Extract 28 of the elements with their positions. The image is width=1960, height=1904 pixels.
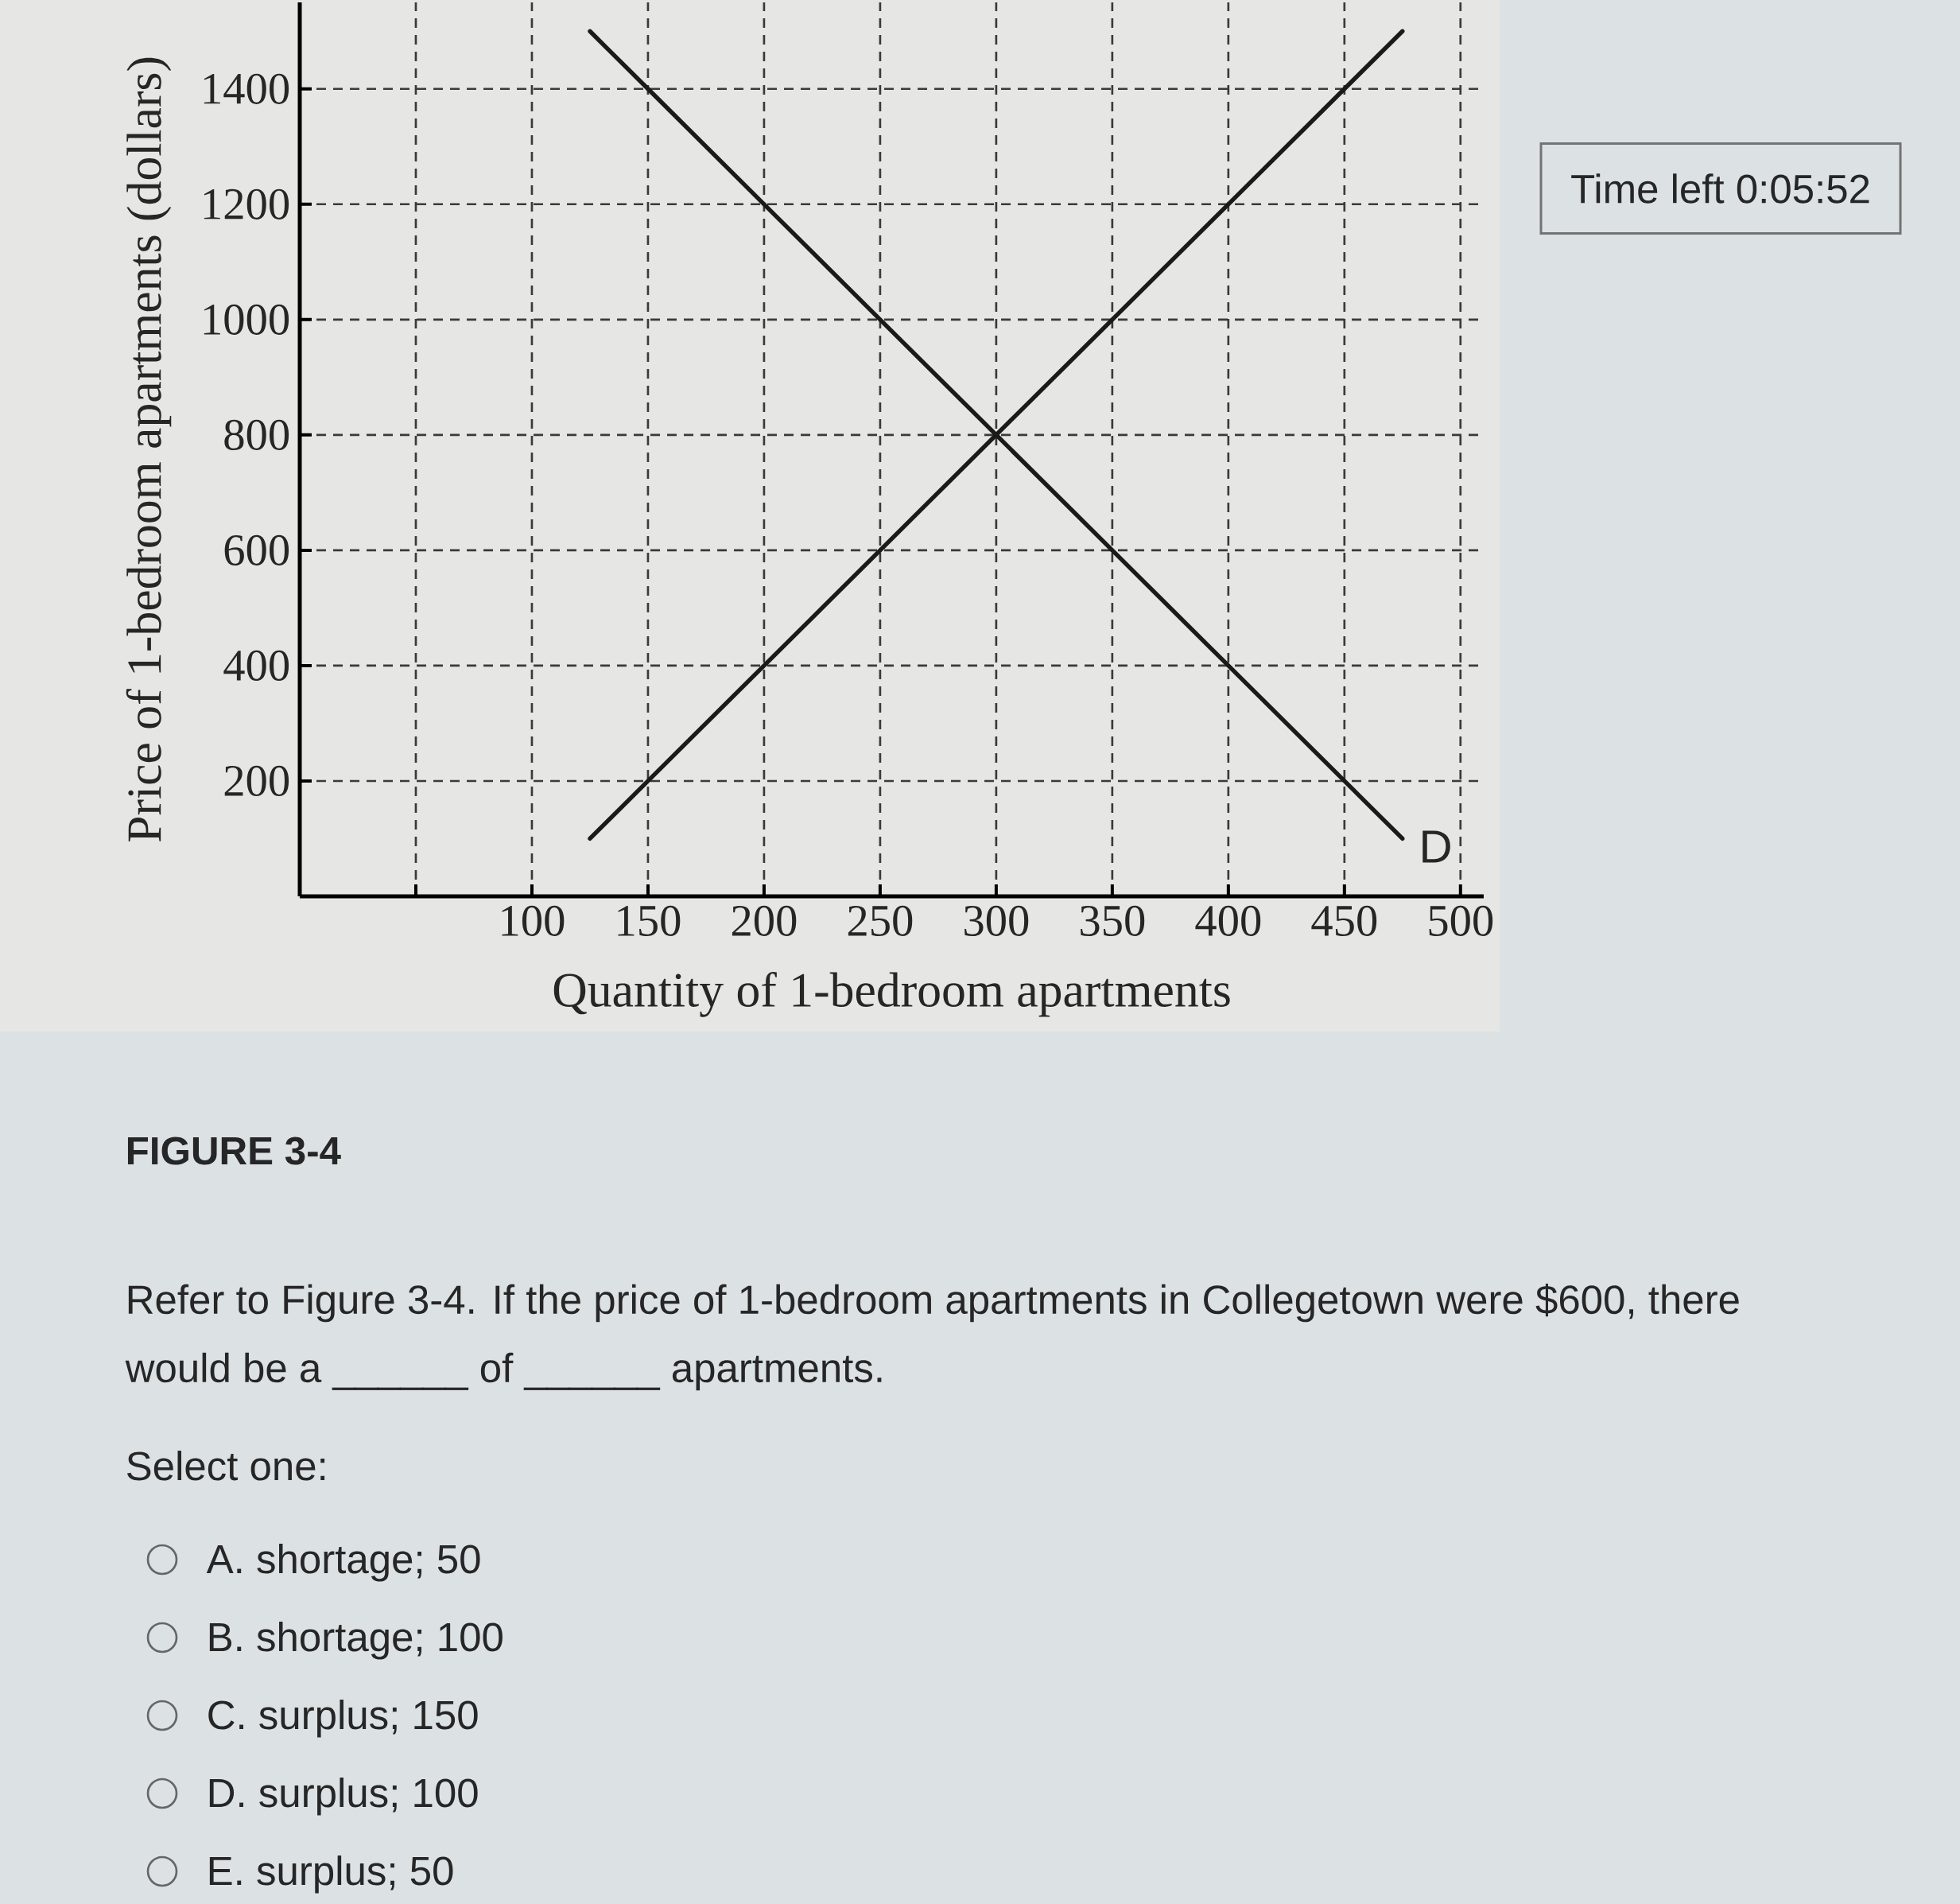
y-tick-label: 600	[224, 534, 289, 566]
x-tick-label: 500	[1429, 905, 1493, 937]
x-tick-label: 300	[964, 905, 1029, 937]
text: E. surplus; 50	[209, 1855, 453, 1894]
x-tick-label: 400	[1195, 905, 1261, 937]
text: A. shortage; 50	[206, 1544, 480, 1582]
y-tick-label: 200	[224, 765, 289, 797]
x-tick-label: 150	[618, 905, 681, 937]
y-tick-label: 1200	[204, 188, 289, 220]
x-tick-label: 200	[732, 905, 797, 937]
y-tick-label: 800	[224, 419, 289, 450]
text: B. shortage; 100	[209, 1622, 503, 1660]
x-tick-label: 350	[1081, 905, 1145, 937]
x-tick-label: 250	[848, 905, 913, 937]
y-tick-label: 400	[223, 650, 289, 682]
y-tick-label: 1000	[204, 304, 289, 335]
caption: FIGURE 3-4	[127, 1137, 341, 1165]
text: D. surplus; 100	[209, 1778, 478, 1816]
text: Refer to Figure 3-4. If the price of 1-bedroom apartments in Collegetown were $600, there would be a ______ of ______ apartments.	[125, 1284, 1739, 1391]
x-tick-label: 100	[502, 905, 565, 937]
y-axis-title: Price of 1-bedroom apartments (dollars)	[126, 57, 172, 842]
text: C. surplus; 150	[208, 1700, 478, 1738]
x-tick-label: 450	[1311, 905, 1377, 937]
text: Time left 0:05:52	[1571, 173, 1869, 204]
text: Select one:	[126, 1451, 325, 1481]
series-label: D	[1422, 830, 1450, 863]
y-tick-label: 1400	[204, 73, 289, 104]
x-axis-title: Quantity of 1-bedroom apartments	[553, 971, 1230, 1017]
